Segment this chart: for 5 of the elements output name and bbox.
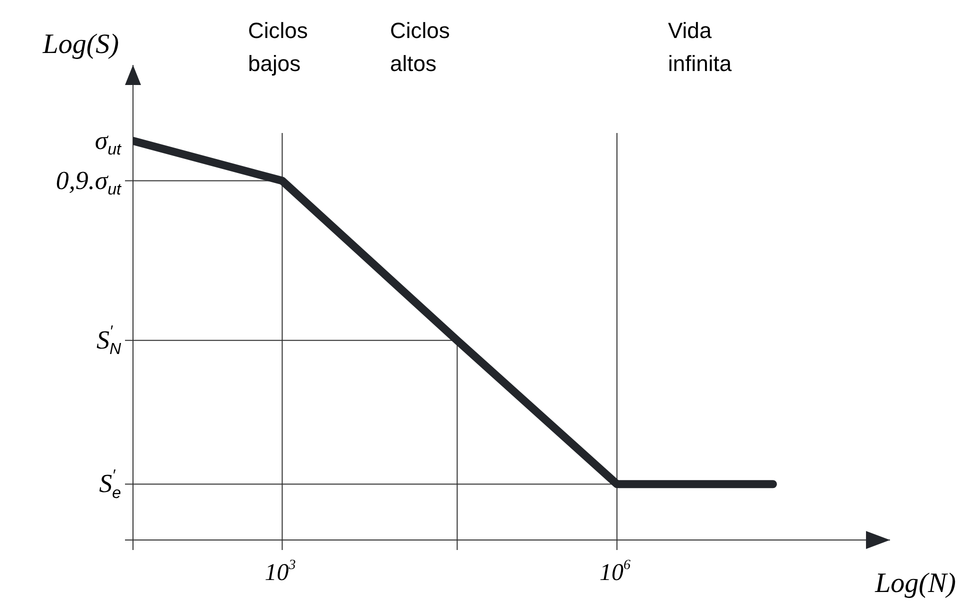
y-axis-title: Log(S) [42, 29, 119, 60]
text: Ciclos altos [390, 18, 450, 76]
text: Vida infinita [668, 18, 732, 76]
text: Ciclos bajos [248, 18, 308, 76]
x-axis-title: Log(N) [874, 568, 956, 599]
